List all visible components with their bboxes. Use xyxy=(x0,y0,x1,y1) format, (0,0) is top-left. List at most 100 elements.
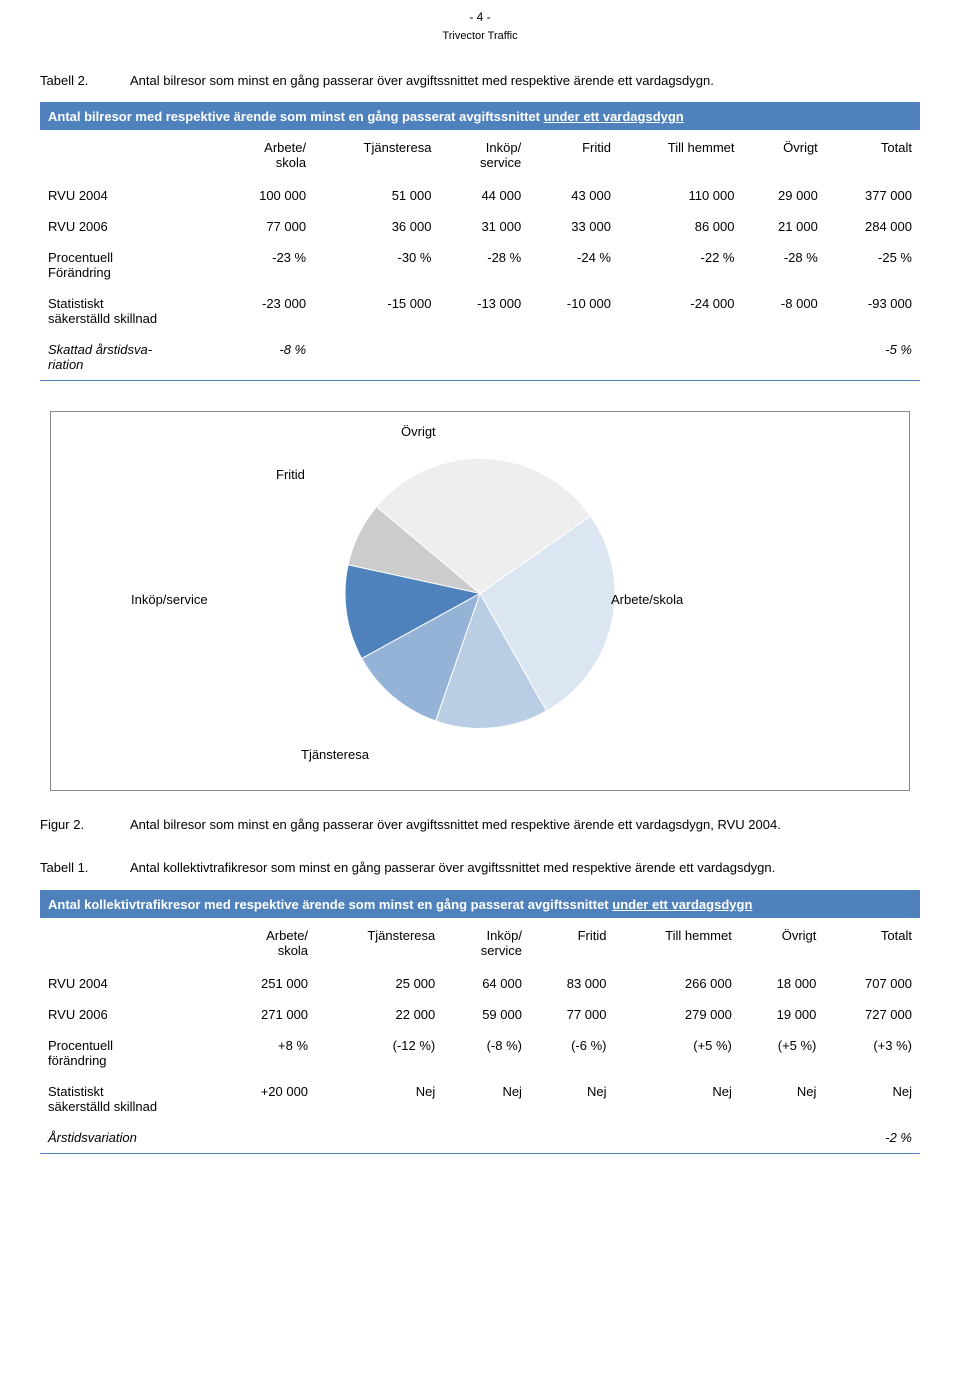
table-cell: -23 % xyxy=(220,242,314,288)
table-cell: 51 000 xyxy=(314,180,439,211)
page-source: Trivector Traffic xyxy=(40,30,920,42)
table-cell: (-8 %) xyxy=(443,1030,530,1076)
table-cell: 19 000 xyxy=(740,999,825,1030)
table-cell xyxy=(316,1122,443,1154)
table-row: Statistiskt säkerställd skillnad+20 000 N… xyxy=(40,1076,920,1122)
column-header: Övrigt xyxy=(743,130,826,180)
table-cell: -93 000 xyxy=(826,288,920,334)
table-cell: (+5 %) xyxy=(740,1030,825,1076)
figure2-caption: Figur 2. Antal bilresor som minst en gån… xyxy=(40,816,920,834)
table-cell: 33 000 xyxy=(529,211,619,242)
table1-caption: Tabell 1. Antal kollektivtrafikresor som… xyxy=(40,859,920,877)
table-cell: 251 000 xyxy=(220,968,316,999)
pie-label: Arbete/skola xyxy=(611,592,683,607)
table-cell: 43 000 xyxy=(529,180,619,211)
table-row: RVU 2004100 00051 00044 00043 000110 000… xyxy=(40,180,920,211)
table-cell: 284 000 xyxy=(826,211,920,242)
table-cell: 18 000 xyxy=(740,968,825,999)
table-cell: 59 000 xyxy=(443,999,530,1030)
table-cell: -23 000 xyxy=(220,288,314,334)
table-cell: -15 000 xyxy=(314,288,439,334)
table2-caption-text: Antal bilresor som minst en gång passera… xyxy=(130,72,920,90)
column-header: Totalt xyxy=(824,918,920,968)
table-title: Antal bilresor med respektive ärende som… xyxy=(40,103,920,131)
table1-label: Tabell 1. xyxy=(40,859,130,877)
table-cell: 83 000 xyxy=(530,968,615,999)
column-header: Fritid xyxy=(529,130,619,180)
table-cell: -8 000 xyxy=(743,288,826,334)
figure2-caption-text: Antal bilresor som minst en gång passera… xyxy=(130,816,920,834)
column-header: Totalt xyxy=(826,130,920,180)
table-cell: Skattad årstidsva- riation xyxy=(40,334,220,381)
table-cell: (-6 %) xyxy=(530,1030,615,1076)
pie-label: Inköp/service xyxy=(131,592,208,607)
table-cell: -28 % xyxy=(743,242,826,288)
table-cell: 377 000 xyxy=(826,180,920,211)
table-cell: 36 000 xyxy=(314,211,439,242)
table-cell: RVU 2004 xyxy=(40,968,220,999)
table-cell: -22 % xyxy=(619,242,743,288)
table-cell: +20 000 xyxy=(220,1076,316,1122)
table-cell: 31 000 xyxy=(439,211,529,242)
table-cell: -10 000 xyxy=(529,288,619,334)
column-header: Arbete/ skola xyxy=(220,918,316,968)
column-header: Till hemmet xyxy=(619,130,743,180)
table-cell: (+3 %) xyxy=(824,1030,920,1076)
table-cell: Årstidsvariation xyxy=(40,1122,220,1154)
table-cell xyxy=(314,334,439,381)
pie-label: Övrigt xyxy=(401,424,436,439)
column-header: Till hemmet xyxy=(614,918,739,968)
table-cell: 25 000 xyxy=(316,968,443,999)
table-cell: +8 % xyxy=(220,1030,316,1076)
table-cell: 266 000 xyxy=(614,968,739,999)
column-header: Arbete/ skola xyxy=(220,130,314,180)
table-cell: (-12 %) xyxy=(316,1030,443,1076)
column-header xyxy=(40,130,220,180)
table-row: Procentuell Förändring-23 %-30 %-28 %-24… xyxy=(40,242,920,288)
table-cell: -8 % xyxy=(220,334,314,381)
table-cell xyxy=(740,1122,825,1154)
table-cell xyxy=(439,334,529,381)
table-cell: 100 000 xyxy=(220,180,314,211)
table-cell: RVU 2006 xyxy=(40,211,220,242)
table-cell: 21 000 xyxy=(743,211,826,242)
table-cell: Statistiskt säkerställd skillnad xyxy=(40,288,220,334)
table-row: Årstidsvariation-2 % xyxy=(40,1122,920,1154)
table-cell: -24 000 xyxy=(619,288,743,334)
column-header: Fritid xyxy=(530,918,615,968)
table-cell: 86 000 xyxy=(619,211,743,242)
column-header xyxy=(40,918,220,968)
column-header: Inköp/ service xyxy=(439,130,529,180)
column-header: Tjänsteresa xyxy=(316,918,443,968)
table-row: RVU 2006271 00022 00059 00077 000279 000… xyxy=(40,999,920,1030)
table1-caption-text: Antal kollektivtrafikresor som minst en … xyxy=(130,859,920,877)
table-cell: 22 000 xyxy=(316,999,443,1030)
table-cell: RVU 2004 xyxy=(40,180,220,211)
table1: Antal kollektivtrafikresor med respektiv… xyxy=(40,890,920,1154)
table-row: Skattad årstidsva- riation-8 %-5 % xyxy=(40,334,920,381)
table-cell: Statistiskt säkerställd skillnad xyxy=(40,1076,220,1122)
table-cell xyxy=(743,334,826,381)
table-cell: 271 000 xyxy=(220,999,316,1030)
figure2-label: Figur 2. xyxy=(40,816,130,834)
table-cell xyxy=(530,1122,615,1154)
table2-label: Tabell 2. xyxy=(40,72,130,90)
table-cell: 44 000 xyxy=(439,180,529,211)
column-header: Övrigt xyxy=(740,918,825,968)
pie-label: Fritid xyxy=(276,467,305,482)
table-cell: 29 000 xyxy=(743,180,826,211)
table-cell: Procentuell Förändring xyxy=(40,242,220,288)
column-header: Inköp/ service xyxy=(443,918,530,968)
table-row: Statistiskt säkerställd skillnad-23 000-… xyxy=(40,288,920,334)
table-cell: (+5 %) xyxy=(614,1030,739,1076)
table-cell: 727 000 xyxy=(824,999,920,1030)
table-row: RVU 200677 00036 00031 00033 00086 00021… xyxy=(40,211,920,242)
table-row: Procentuell förändring+8 %(-12 %)(-8 %)(… xyxy=(40,1030,920,1076)
table-cell: -30 % xyxy=(314,242,439,288)
table-cell: -28 % xyxy=(439,242,529,288)
table-cell: Nej xyxy=(530,1076,615,1122)
table-cell: 110 000 xyxy=(619,180,743,211)
table-title: Antal kollektivtrafikresor med respektiv… xyxy=(40,890,920,918)
pie-chart-figure: Arbete/skolaTjänsteresaInköp/serviceFrit… xyxy=(50,411,910,791)
table2-caption: Tabell 2. Antal bilresor som minst en gå… xyxy=(40,72,920,90)
